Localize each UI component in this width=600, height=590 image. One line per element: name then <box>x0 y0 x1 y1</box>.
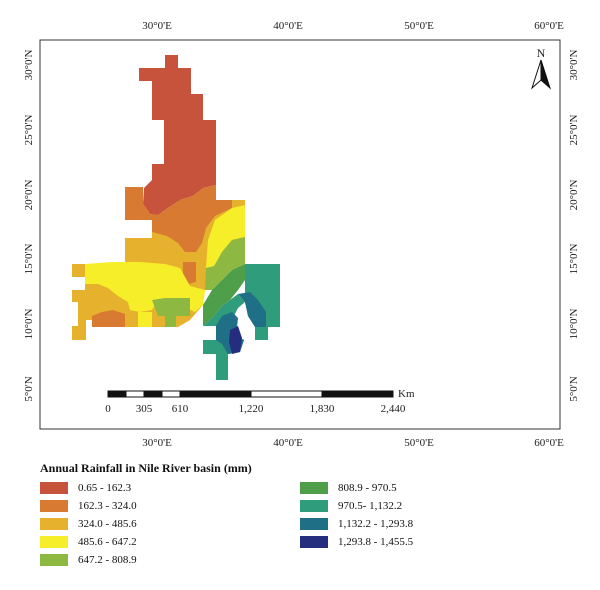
legend-label: 0.65 - 162.3 <box>78 482 132 494</box>
scale-seg-6 <box>250 390 323 398</box>
legend-swatch <box>300 536 328 548</box>
zone-809-970 <box>203 264 245 326</box>
lat-label-left-25: 25°0'N <box>23 115 35 146</box>
scale-seg-5 <box>179 390 252 398</box>
legend-label: 1,132.2 - 1,293.8 <box>338 518 414 530</box>
legend-label: 324.0 - 485.6 <box>78 518 137 530</box>
legend-swatch <box>40 536 68 548</box>
lat-label-right-30: 30°0'N <box>568 50 580 81</box>
legend-label: 1,293.8 - 1,455.5 <box>338 536 414 548</box>
zone-970-1132 <box>203 264 280 380</box>
scale-tick-610: 610 <box>172 403 189 415</box>
rainfall-zones <box>72 55 280 380</box>
lon-label-top-60: 60°0'E <box>534 20 564 32</box>
zone-162-324-east <box>183 262 196 284</box>
scale-seg-2 <box>125 390 145 398</box>
legend-item: 1,132.2 - 1,293.8 <box>300 517 413 531</box>
lon-label-top-40: 40°0'E <box>273 20 303 32</box>
legend-item: 162.3 - 324.0 <box>40 499 137 513</box>
scale-tick-1220: 1,220 <box>239 403 264 415</box>
scale-seg-4 <box>161 390 181 398</box>
legend-label: 970.5- 1,132.2 <box>338 500 403 512</box>
zone-0-162 <box>139 55 216 215</box>
zone-1294-1456 <box>229 326 242 354</box>
legend-item: 324.0 - 485.6 <box>40 517 137 531</box>
legend-swatch <box>300 518 328 530</box>
scale-tick-305: 305 <box>136 403 153 415</box>
scale-tick-1830: 1,830 <box>310 403 335 415</box>
scale-seg-7 <box>321 390 394 398</box>
lat-label-right-5: 5°0'N <box>568 376 580 401</box>
legend-column-right: 808.9 - 970.5 970.5- 1,132.2 1,132.2 - 1… <box>300 481 413 549</box>
zone-1132-1294 <box>238 292 266 327</box>
zone-485-647-c <box>138 312 152 327</box>
scale-tick-2440: 2,440 <box>381 403 406 415</box>
map-frame <box>39 39 561 430</box>
lon-label-top-50: 50°0'E <box>404 20 434 32</box>
lat-label-left-30: 30°0'N <box>23 50 35 81</box>
zone-cell-west <box>72 290 85 302</box>
legend-item: 808.9 - 970.5 <box>300 481 413 495</box>
legend-item: 0.65 - 162.3 <box>40 481 137 495</box>
legend-label: 808.9 - 970.5 <box>338 482 397 494</box>
lat-label-right-15: 15°0'N <box>568 244 580 275</box>
legend-label: 485.6 - 647.2 <box>78 536 137 548</box>
lon-label-bottom-30: 30°0'E <box>142 437 172 449</box>
legend-swatch <box>300 500 328 512</box>
legend-title: Annual Rainfall in Nile River basin (mm) <box>40 461 252 475</box>
scale-bar: Km 0 305 610 1,220 1,830 2,440 <box>105 388 415 415</box>
lat-label-right-20: 20°0'N <box>568 180 580 211</box>
legend-item: 485.6 - 647.2 <box>40 535 137 549</box>
legend-column-left: 0.65 - 162.3 162.3 - 324.0 324.0 - 485.6… <box>40 481 137 567</box>
legend-label: 647.2 - 808.9 <box>78 554 137 566</box>
legend-swatch <box>300 482 328 494</box>
scale-unit-label: Km <box>398 388 415 400</box>
zone-cell-sw <box>72 326 86 340</box>
north-arrow: N <box>530 46 552 90</box>
scale-seg-1 <box>107 390 127 398</box>
zone-cell-south <box>216 366 228 380</box>
legend-swatch <box>40 482 68 494</box>
scale-seg-3 <box>143 390 163 398</box>
legend-swatch <box>40 554 68 566</box>
lat-label-left-5: 5°0'N <box>23 376 35 401</box>
zone-162-324-sw <box>92 310 125 327</box>
legend-swatch <box>40 518 68 530</box>
lat-label-right-10: 10°0'N <box>568 309 580 340</box>
zone-162-324 <box>125 185 232 252</box>
legend-label: 162.3 - 324.0 <box>78 500 137 512</box>
lat-label-right-25: 25°0'N <box>568 115 580 146</box>
north-arrow-right-half <box>540 59 552 90</box>
legend-item: 647.2 - 808.9 <box>40 553 137 567</box>
zone-485-647-b <box>206 205 245 268</box>
lat-label-left-10: 10°0'N <box>23 309 35 340</box>
north-label: N <box>537 46 546 60</box>
lon-label-bottom-50: 50°0'E <box>404 437 434 449</box>
lon-label-bottom-40: 40°0'E <box>273 437 303 449</box>
lon-label-bottom-60: 60°0'E <box>534 437 564 449</box>
legend-swatch <box>40 500 68 512</box>
lon-label-top-30: 30°0'E <box>142 20 172 32</box>
scale-tick-0: 0 <box>105 403 111 415</box>
zone-647-809 <box>205 237 245 290</box>
lat-label-left-15: 15°0'N <box>23 244 35 275</box>
legend-item: 970.5- 1,132.2 <box>300 499 413 513</box>
zone-647-809-west <box>152 298 190 327</box>
lat-label-left-20: 20°0'N <box>23 180 35 211</box>
legend-item: 1,293.8 - 1,455.5 <box>300 535 413 549</box>
